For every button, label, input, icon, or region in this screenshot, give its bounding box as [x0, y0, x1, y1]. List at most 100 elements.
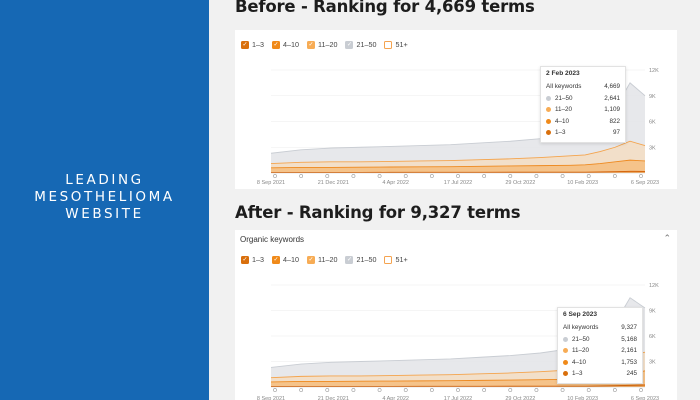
checkbox-checked-icon[interactable]: ✓: [307, 255, 315, 264]
legend-item-11-20[interactable]: ✓ 11–20: [307, 255, 337, 264]
checkbox-unchecked-icon[interactable]: [384, 40, 393, 49]
panel-title: Organic keywords: [240, 235, 305, 244]
chevron-up-icon[interactable]: ⌃: [663, 233, 671, 243]
after-keywords-chart[interactable]: 12K 9K 6K 3K 8 Sep 2021 21 Dec 2021 4 Apr 2022…: [235, 230, 677, 400]
annotation-marker-icon: [351, 174, 356, 178]
y-tick-label: 12K: [649, 68, 659, 74]
area-series-11-20: [271, 352, 645, 387]
legend-item-1-3[interactable]: ✓ 1–3: [241, 255, 264, 264]
checkbox-checked-icon[interactable]: ✓: [345, 255, 354, 264]
tooltip-row: 4–10 1,753: [563, 357, 637, 369]
legend-label: 11–20: [318, 40, 338, 49]
x-tick-label: 10 Feb 2023: [567, 180, 598, 186]
annotation-marker-icon: [612, 174, 617, 178]
tooltip-row: 11–20 2,161: [563, 345, 637, 357]
area-series-21-50: [271, 82, 645, 173]
tooltip-value: 97: [612, 129, 620, 137]
tooltip-label: All keywords: [563, 324, 599, 332]
y-tick-label: 6K: [649, 334, 656, 340]
after-tooltip: 6 Sep 2023 All keywords 9,327 21–50 5,168 11…: [557, 307, 643, 384]
x-tick-label: 8 Sep 2021: [257, 396, 285, 400]
y-tick-label: 9K: [649, 94, 656, 100]
series-dot-icon: [563, 359, 568, 365]
tooltip-label: 4–10: [572, 358, 587, 366]
x-tick-label: 21 Dec 2021: [318, 396, 349, 400]
annotation-marker-icon: [508, 174, 513, 178]
checkbox-checked-icon[interactable]: ✓: [272, 255, 280, 264]
legend-label: 1–3: [252, 255, 264, 264]
tooltip-row: 4–10 822: [546, 116, 620, 128]
tooltip-date: 6 Sep 2023: [563, 311, 598, 318]
main-content: Before - Ranking for 4,669 terms ✓ 1–3 ✓ 4–…: [209, 0, 700, 400]
tooltip-label: 1–3: [572, 370, 583, 378]
after-heading: After - Ranking for 9,327 terms: [235, 203, 521, 222]
annotation-marker-icon: [586, 388, 591, 392]
tooltip-label: 11–20: [555, 106, 573, 114]
legend-item-21-50[interactable]: ✓ 21–50: [345, 255, 376, 264]
legend-label: 21–50: [356, 255, 377, 264]
tooltip-row: 1–3 97: [546, 127, 620, 139]
legend-item-4-10[interactable]: ✓ 4–10: [272, 255, 299, 264]
tooltip-label: 11–20: [572, 347, 590, 355]
legend-item-1-3[interactable]: ✓ 1–3: [241, 40, 264, 49]
annotation-marker-icon: [456, 388, 460, 392]
tooltip-value: 1,753: [621, 358, 637, 366]
tooltip-label: 21–50: [572, 335, 590, 343]
annotation-marker-icon: [639, 174, 643, 178]
tooltip-row: All keywords 9,327: [563, 322, 637, 334]
checkbox-checked-icon[interactable]: ✓: [272, 40, 280, 49]
before-chart-panel: ✓ 1–3 ✓ 4–10 ✓ 11–20 ✓ 21–50 51+ 12K 9K 6K 3K 8 Sep …: [235, 30, 677, 189]
annotation-marker-icon: [534, 388, 539, 392]
annotation-marker-icon: [429, 388, 434, 392]
line-series-4-10: [270, 159, 646, 169]
legend-item-51+[interactable]: 51+: [384, 40, 408, 49]
x-tick-label: 8 Sep 2021: [257, 180, 285, 186]
line-series-1-3: [270, 384, 646, 387]
series-dot-icon: [546, 118, 551, 124]
line-series-1-3: [270, 170, 646, 173]
tooltip-value: 822: [609, 117, 620, 125]
legend-item-11-20[interactable]: ✓ 11–20: [307, 40, 337, 49]
x-tick-label: 6 Sep 2023: [631, 180, 659, 186]
legend-label: 51+: [395, 255, 408, 264]
annotation-marker-icon: [586, 174, 591, 178]
y-tick-label: 6K: [649, 120, 656, 126]
series-dot-icon: [563, 336, 568, 342]
checkbox-unchecked-icon[interactable]: [384, 255, 393, 264]
tooltip-row: 21–50 2,641: [546, 93, 620, 105]
tooltip-value: 2,641: [604, 94, 620, 102]
area-series-21-50: [271, 297, 645, 387]
tooltip-row: 11–20 1,109: [546, 104, 620, 116]
series-dot-icon: [563, 348, 568, 354]
legend-item-4-10[interactable]: ✓ 4–10: [272, 40, 299, 49]
tooltip-value: 2,161: [621, 347, 637, 355]
area-series-4-10: [271, 370, 645, 387]
checkbox-checked-icon[interactable]: ✓: [345, 40, 354, 49]
annotation-marker-icon: [299, 388, 304, 392]
checkbox-checked-icon[interactable]: ✓: [241, 40, 249, 49]
legend-item-21-50[interactable]: ✓ 21–50: [345, 40, 376, 49]
annotation-marker-icon: [273, 174, 277, 178]
sidebar-title-line: LEADING: [65, 172, 144, 188]
x-tick-label: 17 Jul 2022: [444, 180, 472, 186]
annotation-marker-icon: [429, 174, 434, 178]
tooltip-date: 2 Feb 2023: [546, 70, 580, 77]
checkbox-checked-icon[interactable]: ✓: [241, 255, 249, 264]
annotation-marker-icon: [560, 174, 565, 178]
legend-item-51+[interactable]: 51+: [384, 255, 408, 264]
annotation-marker-icon: [377, 388, 382, 392]
tooltip-row: 1–3 245: [563, 368, 637, 380]
annotation-marker-icon: [403, 388, 408, 392]
legend-label: 1–3: [252, 40, 264, 49]
sidebar-panel: LEADING MESOTHELIOMA WEBSITE: [0, 0, 209, 400]
before-legend: ✓ 1–3 ✓ 4–10 ✓ 11–20 ✓ 21–50 51+: [241, 40, 408, 49]
annotation-marker-icon: [456, 174, 460, 178]
x-tick-label: 4 Apr 2022: [382, 180, 409, 186]
legend-label: 51+: [395, 40, 408, 49]
after-legend: ✓ 1–3 ✓ 4–10 ✓ 11–20 ✓ 21–50 51+: [241, 255, 408, 264]
checkbox-checked-icon[interactable]: ✓: [307, 40, 315, 49]
tooltip-value: 245: [626, 370, 637, 378]
annotation-marker-icon: [639, 388, 643, 392]
tooltip-label: 1–3: [555, 129, 566, 137]
y-tick-label: 9K: [649, 309, 656, 315]
